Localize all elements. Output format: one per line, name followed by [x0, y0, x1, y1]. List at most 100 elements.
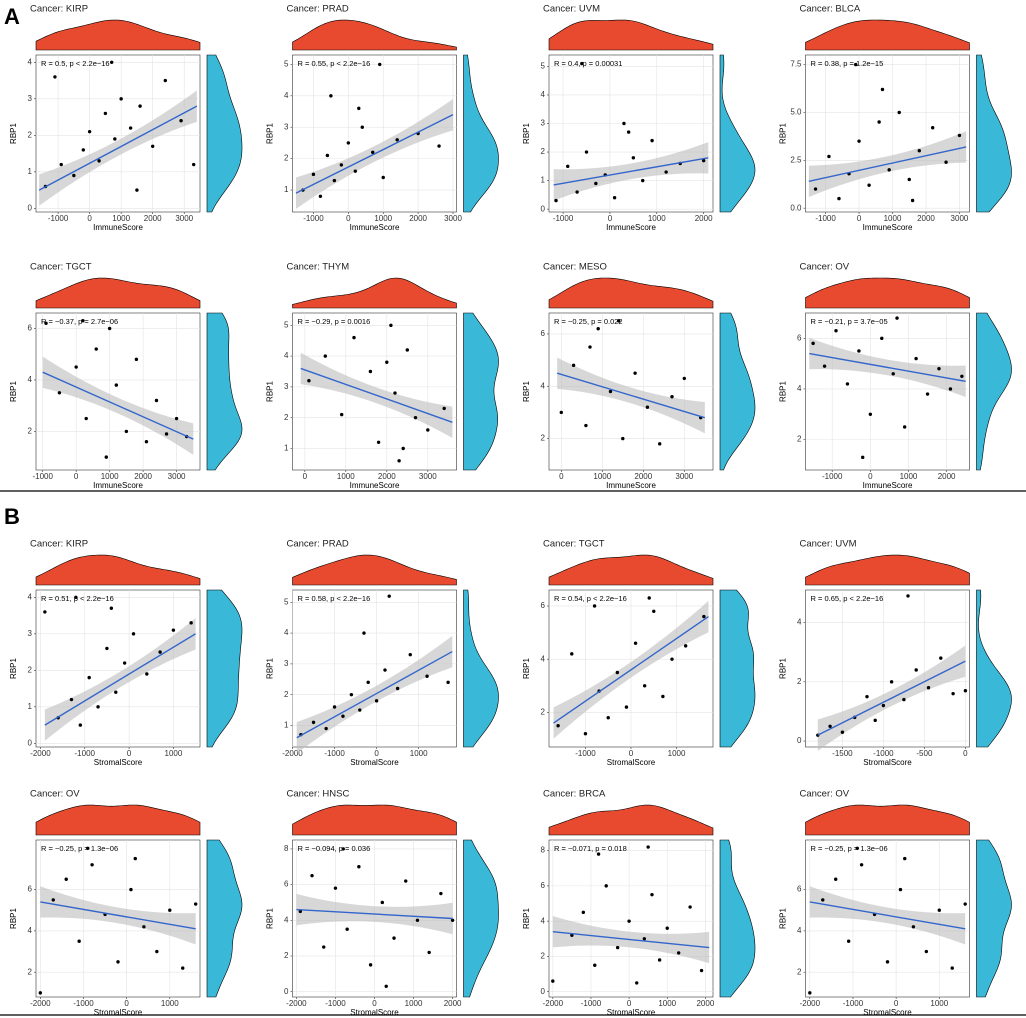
- point: [413, 415, 418, 420]
- y-tick-label: 2: [28, 967, 33, 976]
- point: [81, 148, 86, 152]
- annotation: R = −0.071, p = 0.018: [554, 844, 627, 853]
- y-tick-label: 4: [797, 384, 802, 393]
- point: [837, 196, 841, 201]
- x-tick-label: 0: [868, 472, 873, 481]
- y-tick-label: 2: [797, 435, 802, 444]
- point: [378, 62, 382, 67]
- point: [626, 130, 631, 134]
- y-tick-label: 2: [797, 967, 802, 976]
- point: [891, 372, 895, 376]
- point: [72, 173, 76, 178]
- point: [925, 392, 930, 396]
- point: [615, 945, 620, 950]
- x-tick-label: -2000: [282, 749, 303, 758]
- x-density: [548, 804, 714, 836]
- point: [617, 319, 621, 323]
- x-tick-label: 0: [559, 472, 564, 481]
- point: [887, 168, 891, 172]
- fit-line: [44, 633, 196, 726]
- x-tick-label: -1000: [303, 214, 324, 223]
- panel-title: Cancer: HNSC: [287, 789, 350, 800]
- panel: Cancer: MESO 0 1000 2000 3000 2 4 6 ImmuneScore R…: [522, 262, 756, 490]
- point: [426, 428, 430, 432]
- y-tick-label: 4: [284, 91, 289, 100]
- x-tick-label: 1000: [648, 214, 666, 223]
- point: [135, 188, 139, 192]
- y-tick-label: 4: [797, 926, 802, 935]
- point: [74, 595, 78, 600]
- x-axis-label: ImmuneScore: [350, 223, 400, 232]
- point: [90, 863, 94, 867]
- point: [834, 329, 838, 333]
- point: [128, 126, 133, 130]
- y-tick-label: 6: [541, 329, 546, 338]
- x-tick-label: 2000: [938, 472, 956, 481]
- point: [657, 958, 662, 962]
- point: [104, 455, 108, 459]
- x-tick-label: 1000: [405, 999, 423, 1008]
- point: [131, 632, 136, 636]
- point: [384, 984, 388, 988]
- fit-line: [817, 660, 966, 736]
- x-tick-label: -1000: [581, 999, 602, 1008]
- annotation: R = 0.4, p = 0.00031: [554, 59, 622, 68]
- point: [650, 138, 654, 143]
- point: [145, 672, 149, 676]
- y-tick-label: 0: [541, 204, 546, 213]
- point: [374, 699, 379, 703]
- point: [387, 594, 391, 598]
- point: [142, 925, 146, 929]
- point: [341, 847, 345, 851]
- y-tick-label: 6: [28, 324, 33, 333]
- y-tick-label: 1: [284, 185, 289, 194]
- point: [606, 716, 610, 720]
- fit-line: [808, 146, 967, 183]
- x-density: [805, 554, 970, 586]
- panel-title: Cancer: UVM: [800, 539, 857, 550]
- panel-title: Cancer: PRAD: [287, 4, 349, 15]
- fit-line: [40, 901, 196, 930]
- point: [635, 981, 639, 985]
- x-axis-label: ImmuneScore: [863, 481, 913, 490]
- x-tick-label: 0: [629, 749, 634, 758]
- y-axis-label: RBP1: [779, 908, 788, 929]
- annotation: R = 0.51, p < 2.2e−16: [41, 594, 114, 603]
- x-density: [805, 19, 970, 51]
- fit-line: [296, 650, 453, 739]
- point: [937, 367, 941, 371]
- point: [311, 720, 316, 725]
- point: [683, 644, 688, 648]
- annotation: R = 0.5, p < 2.2e−16: [41, 59, 110, 68]
- x-tick-label: -1000: [48, 214, 69, 223]
- point: [116, 960, 120, 964]
- point: [114, 383, 119, 387]
- point: [393, 391, 397, 395]
- y-axis-label: RBP1: [266, 908, 275, 929]
- point: [53, 75, 57, 79]
- point: [924, 949, 929, 954]
- point: [368, 963, 373, 967]
- y-density: [206, 589, 243, 748]
- fit-line: [553, 616, 709, 724]
- plot-background: [805, 312, 970, 471]
- y-axis-label: RBP1: [522, 908, 531, 929]
- y-tick-label: 2: [284, 154, 289, 163]
- x-tick-label: 2000: [917, 214, 935, 223]
- point: [325, 153, 330, 158]
- panel: Cancer: BLCA -1000 0 1000 2000 3000 0.0 2.5 5.0 7…: [779, 4, 1012, 232]
- point: [311, 172, 316, 177]
- point: [427, 950, 431, 955]
- y-tick-label: 3: [541, 119, 546, 128]
- x-axis-label: StromalScore: [94, 1008, 143, 1017]
- y-tick-label: 2.5: [790, 155, 802, 164]
- point: [341, 714, 345, 718]
- point: [827, 154, 831, 159]
- y-axis-label: RBP1: [779, 123, 788, 144]
- point: [155, 949, 159, 954]
- panel: Cancer: OV -2000 -1000 0 1000 2 4 6 StromalScore…: [779, 789, 1012, 1017]
- x-tick-label: 0: [963, 749, 968, 758]
- point: [897, 110, 901, 115]
- y-tick-label: 5: [284, 60, 289, 69]
- y-tick-label: 6: [28, 885, 33, 894]
